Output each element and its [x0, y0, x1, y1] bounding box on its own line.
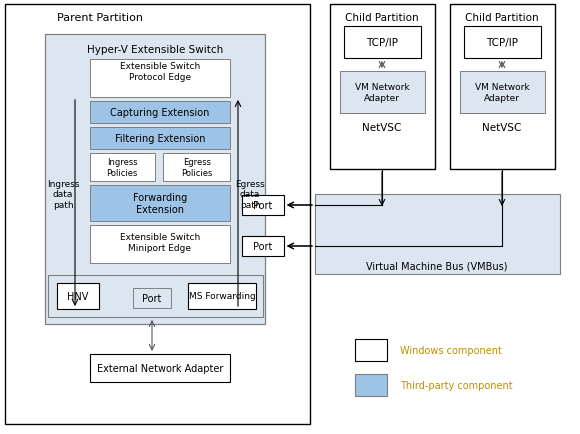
Text: Capturing Extension: Capturing Extension — [110, 108, 210, 118]
Bar — [90, 128, 230, 150]
Bar — [315, 194, 560, 274]
Bar — [45, 35, 265, 324]
Bar — [355, 374, 387, 396]
Text: MS Forwarding: MS Forwarding — [188, 292, 255, 301]
Text: Port: Port — [253, 201, 273, 210]
Bar — [355, 339, 387, 361]
Text: Third-party component: Third-party component — [400, 380, 513, 390]
Text: Forwarding
Extension: Forwarding Extension — [133, 193, 187, 214]
Text: Ingress
data
path: Ingress data path — [47, 180, 79, 210]
Bar — [344, 27, 421, 59]
Bar — [90, 186, 230, 221]
Text: Port: Port — [253, 241, 273, 251]
Bar — [90, 60, 230, 98]
Text: NetVSC: NetVSC — [483, 123, 521, 133]
Text: TCP/IP: TCP/IP — [366, 38, 398, 48]
Text: TCP/IP: TCP/IP — [486, 38, 518, 48]
Bar — [330, 5, 435, 170]
Text: Child Partition: Child Partition — [345, 13, 419, 23]
Text: Windows component: Windows component — [400, 345, 502, 355]
Text: Parent Partition: Parent Partition — [57, 13, 143, 23]
Bar — [242, 237, 284, 256]
Bar — [242, 196, 284, 216]
Bar — [90, 102, 230, 124]
Bar — [90, 226, 230, 263]
Text: Extensible Switch
Miniport Edge: Extensible Switch Miniport Edge — [120, 233, 200, 252]
Text: Ingress
Policies: Ingress Policies — [106, 158, 137, 178]
Bar — [57, 283, 99, 309]
Text: Hyper-V Extensible Switch: Hyper-V Extensible Switch — [87, 45, 223, 55]
Bar — [340, 72, 425, 114]
Text: Extensible Switch
Protocol Edge: Extensible Switch Protocol Edge — [120, 62, 200, 82]
Text: Egress
data
path: Egress data path — [235, 180, 265, 210]
Text: Egress
Policies: Egress Policies — [182, 158, 213, 178]
Text: VM Network
Adapter: VM Network Adapter — [474, 83, 530, 102]
Text: NetVSC: NetVSC — [362, 123, 402, 133]
Text: Child Partition: Child Partition — [465, 13, 539, 23]
Bar — [5, 5, 310, 424]
Bar — [464, 27, 541, 59]
Text: VM Network
Adapter: VM Network Adapter — [355, 83, 409, 102]
Text: Filtering Extension: Filtering Extension — [115, 134, 205, 144]
Text: HNV: HNV — [67, 291, 89, 301]
Text: Virtual Machine Bus (VMBus): Virtual Machine Bus (VMBus) — [366, 261, 508, 271]
Bar — [133, 288, 171, 308]
Bar — [460, 72, 545, 114]
Text: Port: Port — [142, 293, 162, 303]
Bar — [90, 154, 155, 181]
Bar — [163, 154, 230, 181]
Bar — [450, 5, 555, 170]
Bar — [90, 354, 230, 382]
Text: External Network Adapter: External Network Adapter — [97, 363, 223, 373]
Bar — [188, 283, 256, 309]
Bar — [48, 275, 263, 317]
